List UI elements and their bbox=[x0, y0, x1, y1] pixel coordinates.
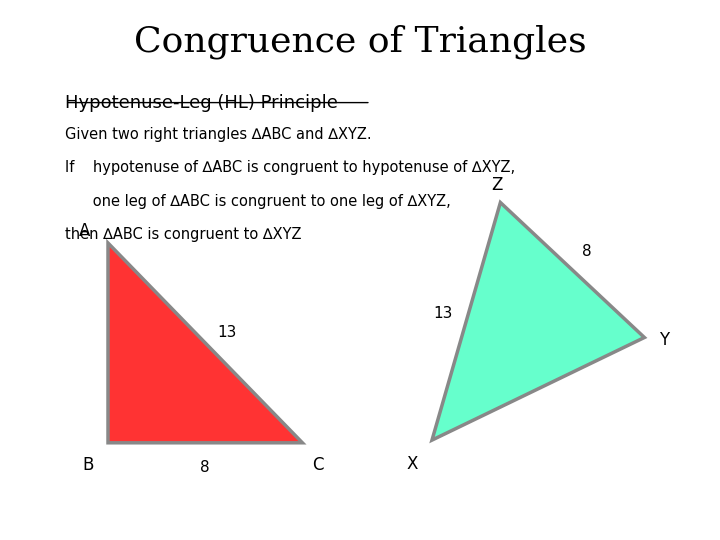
Polygon shape bbox=[108, 243, 302, 443]
Text: 8: 8 bbox=[200, 460, 210, 475]
Text: one leg of ∆ABC is congruent to one leg of ∆XYZ,: one leg of ∆ABC is congruent to one leg … bbox=[65, 194, 451, 209]
Text: then ∆ABC is congruent to ∆XYZ: then ∆ABC is congruent to ∆XYZ bbox=[65, 227, 301, 242]
Text: 13: 13 bbox=[433, 306, 452, 321]
Text: A: A bbox=[79, 222, 91, 240]
Polygon shape bbox=[432, 202, 644, 440]
Text: 8: 8 bbox=[582, 244, 592, 259]
Text: X: X bbox=[406, 455, 418, 474]
Text: If    hypotenuse of ∆ABC is congruent to hypotenuse of ∆XYZ,: If hypotenuse of ∆ABC is congruent to hy… bbox=[65, 160, 515, 176]
Text: 13: 13 bbox=[217, 325, 236, 340]
Text: B: B bbox=[82, 456, 94, 475]
Text: Given two right triangles ∆ABC and ∆XYZ.: Given two right triangles ∆ABC and ∆XYZ. bbox=[65, 127, 372, 142]
Text: Congruence of Triangles: Congruence of Triangles bbox=[134, 24, 586, 59]
Text: C: C bbox=[312, 456, 324, 475]
Text: Y: Y bbox=[660, 331, 670, 349]
Text: Hypotenuse-Leg (HL) Principle: Hypotenuse-Leg (HL) Principle bbox=[65, 94, 338, 112]
Text: Z: Z bbox=[491, 176, 503, 194]
